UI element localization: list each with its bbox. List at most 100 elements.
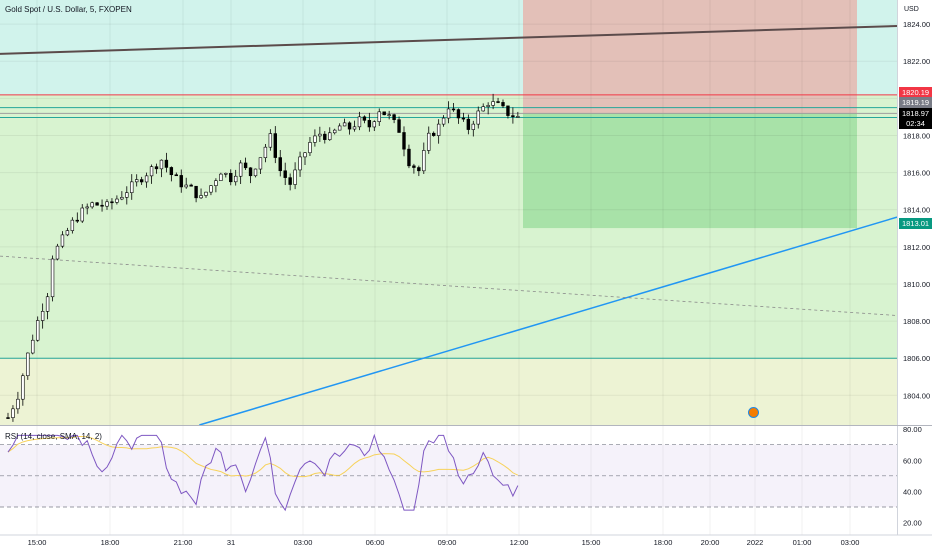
entry-price-tag: 1819.19 — [899, 97, 932, 108]
rsi-axis-tick: 20.00 — [903, 519, 922, 528]
candle-body — [100, 204, 104, 207]
time-axis-label: 18:00 — [654, 538, 673, 547]
time-axis-label: 15:00 — [582, 538, 601, 547]
candle-body — [283, 170, 287, 178]
candle-body — [392, 114, 396, 121]
candle-body — [263, 146, 268, 159]
candle-body — [179, 175, 183, 188]
time-axis-label: 06:00 — [366, 538, 385, 547]
candle-body — [164, 159, 169, 168]
stop-loss-zone — [523, 0, 857, 114]
candle-body — [219, 173, 223, 181]
time-axis-label: 03:00 — [841, 538, 860, 547]
currency-label: USD — [904, 6, 919, 13]
candle-body — [258, 157, 263, 170]
candle-body — [35, 320, 40, 341]
pane-divider[interactable] — [0, 425, 932, 426]
rsi-axis-tick: 60.00 — [903, 456, 922, 465]
candle-body — [337, 125, 342, 131]
candle-body — [80, 207, 84, 222]
candle-body — [6, 417, 10, 419]
time-axis-label: 2022 — [747, 538, 764, 547]
candle-body — [516, 116, 520, 118]
countdown-tag: 02:34 — [899, 118, 932, 129]
price-axis-tick: 1806.00 — [903, 354, 930, 363]
candle-body — [332, 129, 337, 134]
time-axis-label: 09:00 — [438, 538, 457, 547]
candle-body — [382, 111, 386, 116]
candle-body — [456, 109, 461, 119]
candle-body — [209, 185, 213, 193]
target-price-tag: 1813.01 — [899, 218, 932, 229]
candle-body — [60, 234, 65, 247]
candle-body — [402, 132, 406, 150]
candle-body — [194, 185, 198, 199]
candle-body — [85, 206, 89, 209]
price-axis-tick: 1808.00 — [903, 317, 930, 326]
take-profit-zone — [523, 113, 857, 229]
candle-body — [154, 166, 159, 170]
candle-body — [362, 116, 367, 121]
candle-body — [214, 180, 218, 186]
candle-body — [377, 111, 381, 122]
candle-body — [135, 179, 139, 183]
candle-body — [243, 162, 248, 169]
candle-body — [149, 166, 154, 177]
candle-body — [110, 201, 114, 204]
rsi-sma-line — [7, 435, 519, 478]
candle-body — [26, 352, 30, 377]
candle-body — [347, 122, 352, 130]
time-axis-label: 31 — [227, 538, 235, 547]
candle-body — [65, 230, 70, 236]
candle-body — [105, 201, 109, 207]
candle-body — [446, 108, 451, 119]
rsi-axis-tick: 80.00 — [903, 425, 922, 434]
candle-body — [466, 118, 471, 130]
candle-body — [45, 296, 50, 312]
time-axis-label: 15:00 — [28, 538, 47, 547]
candle-body — [169, 167, 174, 176]
candle-body — [11, 408, 15, 418]
price-axis-tick: 1804.00 — [903, 391, 930, 400]
time-axis-label: 21:00 — [174, 538, 193, 547]
rsi-legend-title[interactable]: RSI (14, close, SMA, 14, 2) — [5, 432, 102, 441]
candle-body — [506, 105, 510, 116]
candle-body — [21, 375, 25, 400]
candle-body — [273, 133, 277, 158]
candle-body — [471, 123, 475, 130]
price-axis-tick: 1824.00 — [903, 20, 930, 29]
time-axis-label: 18:00 — [101, 538, 120, 547]
candle-body — [229, 173, 233, 183]
candle-body — [16, 398, 20, 410]
candle-body — [139, 179, 144, 183]
candle-body — [248, 167, 253, 177]
candle-body — [130, 181, 134, 193]
candle-body — [387, 114, 391, 116]
candle-body — [461, 117, 466, 120]
candle-body — [184, 184, 188, 188]
candle-body — [496, 101, 500, 103]
candle-body — [407, 148, 411, 167]
candle-body — [441, 117, 446, 125]
symbol-title: Gold Spot / U.S. Dollar, 5, FXOPEN — [5, 5, 132, 14]
candle-body — [431, 132, 436, 136]
price-axis-tick: 1812.00 — [903, 243, 930, 252]
candle-body — [224, 173, 228, 175]
candle-body — [313, 135, 317, 143]
candle-body — [318, 133, 322, 137]
time-axis-label: 20:00 — [701, 538, 720, 547]
candle-body — [491, 101, 495, 106]
candle-body — [308, 142, 312, 154]
price-axis-tick: 1818.00 — [903, 131, 930, 140]
candle-body — [436, 123, 441, 136]
candle-body — [397, 119, 401, 133]
candle-body — [189, 184, 193, 187]
time-axis-label: 12:00 — [510, 538, 529, 547]
alert-icon[interactable] — [748, 407, 759, 418]
candle-body — [481, 106, 485, 112]
candle-body — [451, 108, 456, 111]
candle-body — [352, 126, 357, 130]
price-axis-tick: 1810.00 — [903, 280, 930, 289]
